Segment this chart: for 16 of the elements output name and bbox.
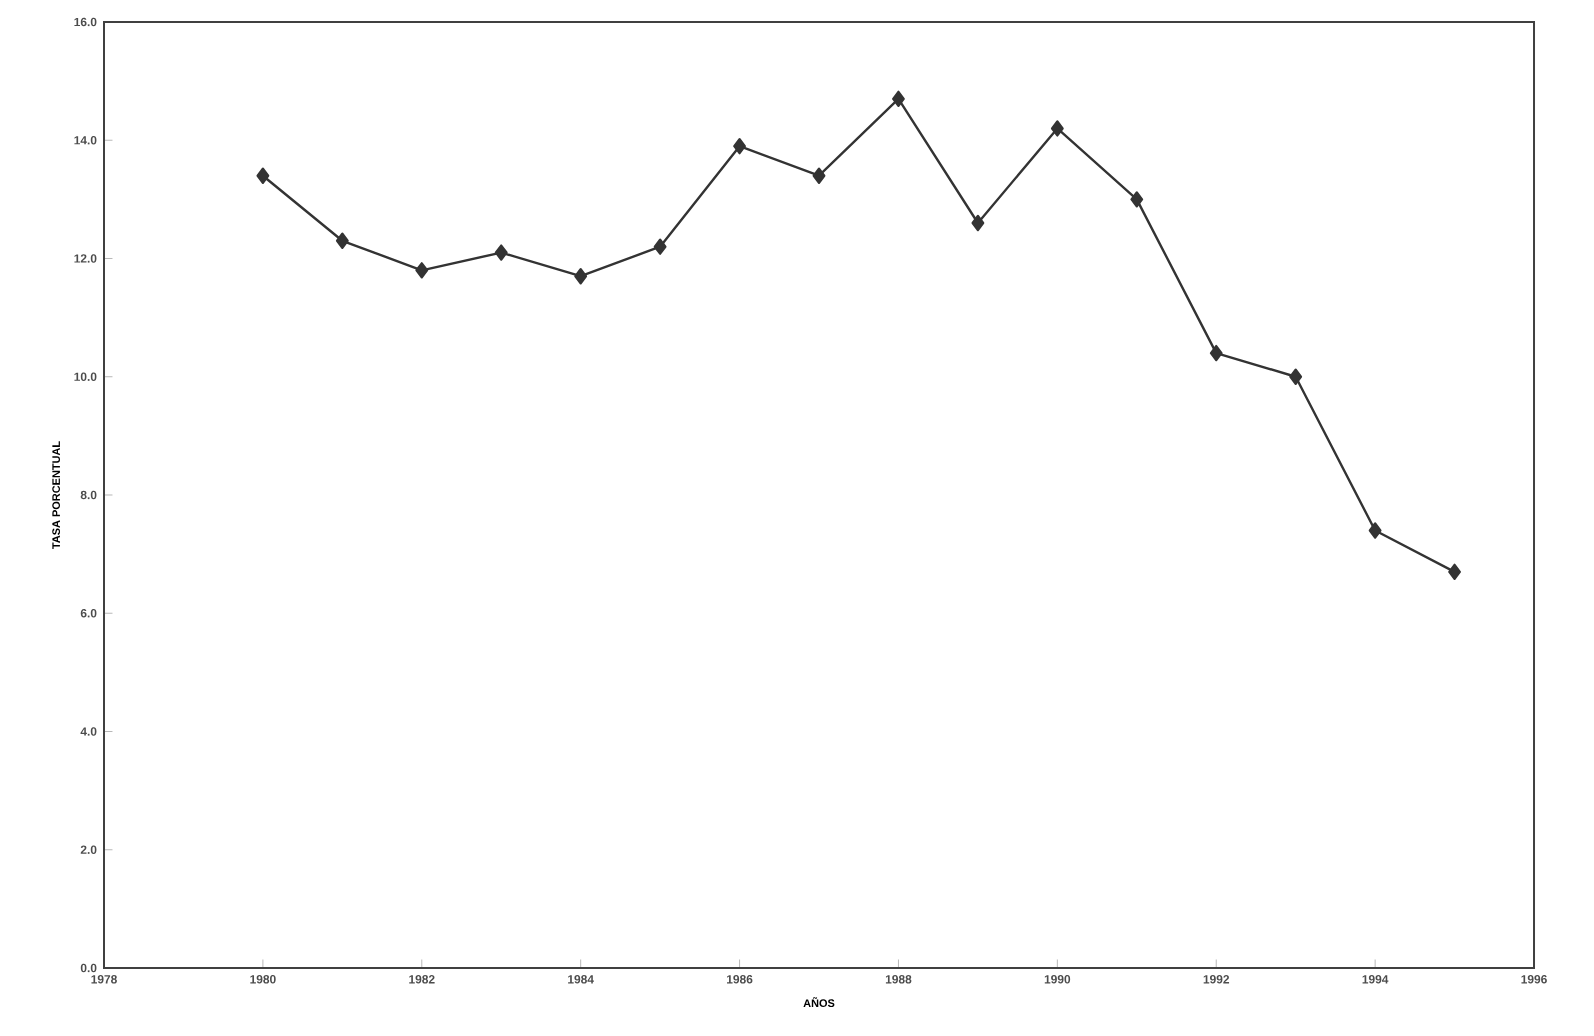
point bbox=[1368, 522, 1382, 539]
point bbox=[653, 238, 667, 255]
point bbox=[733, 137, 746, 155]
point bbox=[971, 214, 985, 232]
point bbox=[1289, 368, 1303, 385]
point bbox=[574, 268, 588, 285]
point bbox=[1209, 344, 1223, 362]
point bbox=[256, 167, 270, 184]
point bbox=[415, 262, 429, 279]
point bbox=[1130, 191, 1144, 208]
point bbox=[1050, 120, 1064, 137]
point bbox=[335, 232, 349, 249]
point bbox=[812, 167, 826, 184]
point bbox=[892, 90, 905, 108]
point bbox=[1448, 563, 1461, 581]
point bbox=[494, 244, 508, 261]
